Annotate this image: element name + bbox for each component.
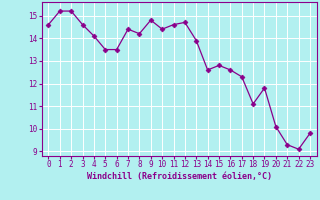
X-axis label: Windchill (Refroidissement éolien,°C): Windchill (Refroidissement éolien,°C) bbox=[87, 172, 272, 181]
